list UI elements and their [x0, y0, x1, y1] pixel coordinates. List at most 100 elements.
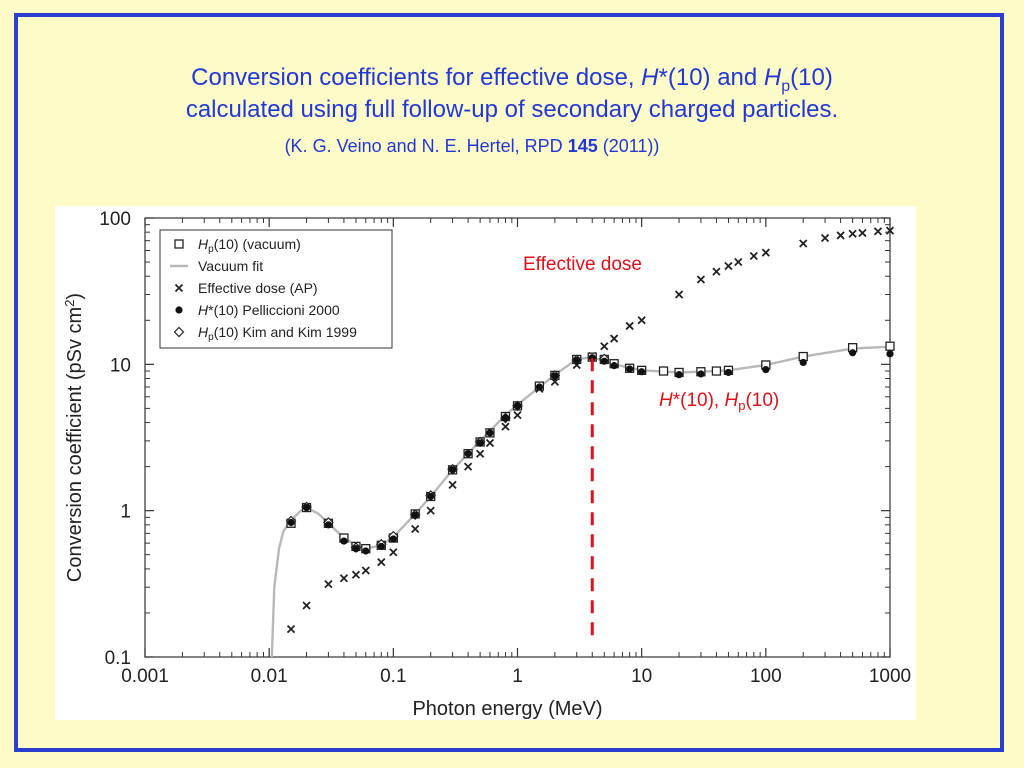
y-axis-label-superscript: 2 [62, 300, 77, 307]
data-point-x [848, 229, 857, 238]
legend-label: Hp(10) (vacuum) [198, 236, 301, 255]
legend-text: *(10) Pelliccioni 2000 [208, 302, 340, 318]
y-axis-label: Conversion coefficient (pSv cm2) [62, 293, 86, 582]
data-point-dot [476, 439, 484, 447]
data-point-dot [464, 450, 472, 458]
data-point-x [858, 228, 867, 238]
annotation-part: p [738, 398, 745, 413]
data-point-dot [600, 357, 608, 365]
title-text: Conversion coefficients for effective do… [191, 64, 642, 91]
data-point-x [286, 625, 296, 634]
reference-text: (K. G. Veino and N. E. Hertel, RPD [284, 136, 568, 156]
reference-year: (2011)) [597, 136, 660, 156]
data-point-x [448, 480, 457, 490]
data-point-dot [762, 366, 770, 374]
data-point-dot [573, 357, 581, 365]
annotations: Effective dose H*(10), Hp(10) [523, 254, 779, 643]
data-point-x [485, 438, 495, 448]
legend-label: Hp(10) Kim and Kim 1999 [198, 324, 357, 343]
x-tick-label: 0.01 [251, 666, 288, 687]
annotation-part: *(10), [673, 390, 725, 411]
data-point-dot [448, 466, 457, 474]
data-point-x [873, 227, 883, 236]
reference-volume: 145 [567, 136, 598, 156]
annotation-part: H [724, 390, 738, 411]
data-point-dot [427, 492, 435, 501]
legend-text: (10) (vacuum) [214, 236, 301, 252]
x-tick-label: 1000 [869, 666, 911, 687]
axes: 0.001 0.01 0.1 1 10 100 1000 0.1 1 10 100 Photon en… [62, 209, 911, 720]
y-axis-label-text: Conversion coefficient (pSv cm [64, 307, 86, 582]
data-point-x [734, 257, 743, 267]
legend-label: Effective dose (AP) [198, 280, 318, 296]
data-point-dot [362, 547, 370, 555]
data-point-dot [675, 371, 683, 379]
legend-symbol: H [198, 324, 209, 340]
annotation-part: (10) [745, 390, 779, 411]
data-point-dot [588, 354, 596, 362]
data-point-dot [697, 370, 705, 378]
data-point-dot [486, 429, 494, 437]
data-point-x [761, 248, 770, 257]
data-point-dot [799, 358, 807, 367]
data-point-x [361, 566, 370, 575]
data-point-x [463, 462, 473, 471]
slide-reference: (K. G. Veino and N. E. Hertel, RPD 145 (… [0, 136, 984, 157]
data-point-x [411, 524, 420, 534]
data-point-x [339, 574, 349, 583]
data-point-dot [610, 362, 618, 370]
data-point-x [351, 570, 361, 579]
conversion-coefficient-chart: 0.001 0.01 0.1 1 10 100 1000 0.1 1 10 100 Photon en… [62, 209, 911, 720]
title-symbol-h: H [641, 64, 659, 91]
legend-subscript: p [208, 244, 214, 255]
y-tick-label: 0.1 [105, 648, 131, 669]
title-symbol-hp: H [763, 64, 782, 91]
data-point-x [749, 251, 758, 261]
data-point-x [696, 275, 706, 284]
legend-label: H*(10) Pelliccioni 2000 [198, 302, 340, 318]
data-point-x [637, 316, 646, 325]
data-point-dot [501, 414, 510, 422]
data-point-x [712, 267, 721, 276]
legend-text: Vacuum fit [198, 258, 263, 274]
data-point-square [658, 366, 669, 376]
data-point-dot [535, 383, 543, 391]
y-axis-label-text: ) [64, 293, 86, 300]
data-point-x [836, 231, 845, 240]
title-text: *(10) and [658, 64, 764, 91]
data-point-x [609, 334, 619, 343]
x-axis-label: Photon energy (MeV) [412, 698, 602, 720]
legend-subscript: p [208, 332, 214, 343]
data-point-dot [411, 511, 419, 519]
data-point-square [885, 341, 895, 351]
data-point-dot [352, 545, 360, 553]
slide-title-line-1: Conversion coefficients for effective do… [0, 64, 1024, 96]
chart-panel: 0.001 0.01 0.1 1 10 100 1000 0.1 1 10 100 Photon en… [55, 206, 916, 720]
legend-box [159, 229, 393, 349]
slide-title-line-2: calculated using full follow-up of secon… [185, 96, 839, 123]
x-tick-label: 1 [512, 666, 523, 687]
data-point-x [885, 226, 895, 235]
legend-swatch-x [174, 283, 184, 293]
data-point-dot [849, 349, 857, 357]
data-point-dot [513, 402, 522, 410]
data-point-dot [340, 537, 348, 545]
data-point-dot [287, 518, 295, 527]
data-point-dot [377, 542, 385, 550]
data-point-x [475, 449, 485, 458]
legend-swatch-dot [175, 306, 183, 314]
data-point-square [711, 366, 722, 376]
effective-dose-annotation: Effective dose [523, 254, 642, 275]
x-tick-label: 0.001 [121, 666, 169, 687]
vacuum-fit-line [270, 345, 891, 658]
data-point-dot [389, 535, 397, 543]
legend-swatch-diamond [173, 326, 185, 338]
data-point-x [625, 321, 634, 331]
y-tick-label: 100 [99, 209, 131, 230]
data-point-x [600, 342, 609, 351]
data-point-dot [551, 372, 559, 380]
title-subscript: p [781, 77, 791, 95]
legend-swatch-square [174, 239, 184, 249]
data-point-dot [626, 365, 634, 373]
legend-text: (10) Kim and Kim 1999 [214, 324, 357, 340]
